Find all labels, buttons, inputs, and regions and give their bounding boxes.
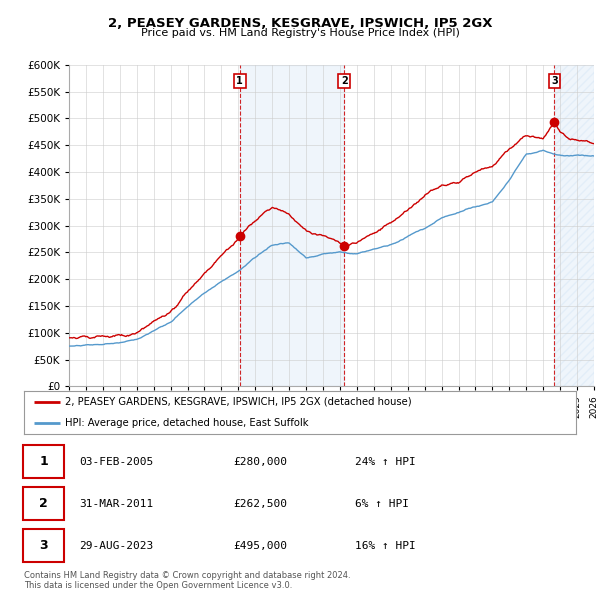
- Text: Price paid vs. HM Land Registry's House Price Index (HPI): Price paid vs. HM Land Registry's House …: [140, 28, 460, 38]
- Text: Contains HM Land Registry data © Crown copyright and database right 2024.
This d: Contains HM Land Registry data © Crown c…: [24, 571, 350, 590]
- Text: HPI: Average price, detached house, East Suffolk: HPI: Average price, detached house, East…: [65, 418, 309, 428]
- Text: 03-FEB-2005: 03-FEB-2005: [79, 457, 154, 467]
- Bar: [240, 65, 344, 386]
- Text: £495,000: £495,000: [234, 540, 288, 550]
- Text: 2, PEASEY GARDENS, KESGRAVE, IPSWICH, IP5 2GX: 2, PEASEY GARDENS, KESGRAVE, IPSWICH, IP…: [108, 17, 492, 30]
- Text: 2: 2: [39, 497, 48, 510]
- FancyBboxPatch shape: [23, 445, 64, 478]
- Text: 29-AUG-2023: 29-AUG-2023: [79, 540, 154, 550]
- Text: 24% ↑ HPI: 24% ↑ HPI: [355, 457, 416, 467]
- Text: 2: 2: [341, 76, 347, 86]
- Text: 6% ↑ HPI: 6% ↑ HPI: [355, 499, 409, 509]
- Text: £280,000: £280,000: [234, 457, 288, 467]
- Text: 1: 1: [39, 455, 48, 468]
- Text: £262,500: £262,500: [234, 499, 288, 509]
- Text: 3: 3: [39, 539, 48, 552]
- Text: 2, PEASEY GARDENS, KESGRAVE, IPSWICH, IP5 2GX (detached house): 2, PEASEY GARDENS, KESGRAVE, IPSWICH, IP…: [65, 397, 412, 407]
- FancyBboxPatch shape: [23, 529, 64, 562]
- Text: 16% ↑ HPI: 16% ↑ HPI: [355, 540, 416, 550]
- Text: 3: 3: [551, 76, 558, 86]
- Bar: [554, 65, 594, 386]
- FancyBboxPatch shape: [23, 487, 64, 520]
- Text: 1: 1: [236, 76, 243, 86]
- Text: 31-MAR-2011: 31-MAR-2011: [79, 499, 154, 509]
